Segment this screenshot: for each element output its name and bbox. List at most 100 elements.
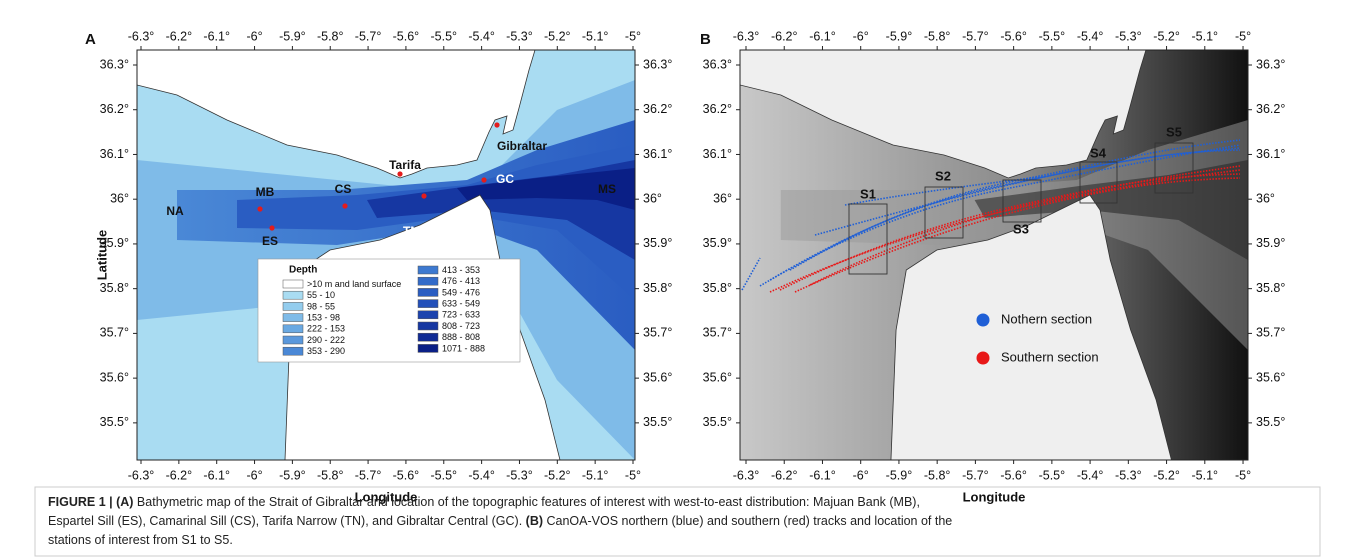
legend-swatch (417, 276, 439, 286)
legend-label: >10 m and land surface (307, 279, 401, 289)
place-label: MS (598, 182, 616, 196)
y-tick-label: 36.1° (100, 147, 129, 161)
x-tick-label: -6.1° (809, 468, 836, 482)
y-tick-label: 35.7° (643, 326, 672, 340)
legend-label: 153 - 98 (307, 312, 340, 322)
place-marker (421, 193, 427, 199)
x-tick-label: -5.4° (1077, 468, 1104, 482)
x-tick-label: -6° (853, 468, 869, 482)
x-tick-label: -5° (1235, 468, 1251, 482)
x-tick-label: -5° (625, 29, 641, 43)
x-tick-label: -5.9° (279, 468, 306, 482)
x-tick-label: -6.3° (733, 29, 760, 43)
x-tick-label: -5.5° (430, 29, 457, 43)
caption-box (34, 486, 1321, 557)
x-tick-label: -5.7° (962, 468, 989, 482)
legend-swatch (282, 313, 304, 322)
place-label: Tarifa (389, 158, 421, 172)
y-tick-label: 35.6° (703, 370, 732, 384)
y-tick-label: 35.7° (100, 326, 129, 340)
station-label: S4 (1090, 145, 1107, 160)
y-tick-label: 35.6° (643, 370, 672, 384)
caption-text: CanOA-VOS northern (blue) and southern (… (543, 514, 952, 528)
legend-swatch (417, 299, 439, 308)
x-tick-label: -5.1° (1192, 29, 1219, 43)
y-tick-label: 35.8° (100, 281, 129, 295)
x-tick-label: -6° (853, 29, 869, 43)
y-tick-label: 36.3° (703, 57, 732, 71)
y-tick-label: 35.8° (643, 281, 672, 295)
y-tick-label: 35.5° (1256, 415, 1285, 429)
place-label: CS (335, 182, 352, 196)
legend-swatch (417, 344, 439, 353)
legend-label: 290 - 222 (307, 335, 345, 345)
x-tick-label: -6° (246, 468, 262, 482)
x-tick-label: -5.8° (317, 29, 344, 43)
legend-swatch (417, 321, 439, 331)
x-tick-label: -5° (1235, 29, 1251, 43)
legend-label: 55 - 10 (307, 290, 335, 300)
legend-title: Depth (289, 265, 317, 276)
y-tick-label: 35.7° (1256, 326, 1285, 340)
y-tick-label: 35.9° (100, 236, 129, 250)
y-tick-label: 36° (1256, 191, 1275, 205)
legend-label: Nothern section (1001, 311, 1092, 326)
x-tick-label: -5.2° (544, 29, 571, 43)
y-tick-label: 36.1° (643, 147, 672, 161)
legend-label: 222 - 153 (307, 324, 345, 334)
x-tick-label: -5.3° (506, 468, 533, 482)
legend-swatch (282, 302, 304, 311)
y-tick-label: 36.2° (1256, 102, 1285, 116)
place-label: NA (166, 204, 184, 218)
y-tick-label: 36.3° (100, 57, 129, 71)
y-tick-label: 35.8° (703, 281, 732, 295)
place-marker (481, 177, 487, 183)
y-tick-label: 35.7° (703, 326, 732, 340)
legend-label: 723 - 633 (442, 310, 480, 320)
legend-swatch (417, 265, 439, 275)
x-tick-label: -5.6° (393, 29, 420, 43)
x-tick-label: -5.5° (1039, 29, 1066, 43)
station-label: S1 (860, 186, 876, 201)
x-tick-label: -5.3° (506, 29, 533, 43)
legend-swatch (417, 288, 439, 297)
legend-label: Southern section (1001, 349, 1099, 364)
y-tick-label: 36.3° (1256, 57, 1285, 71)
place-marker (397, 171, 403, 177)
legend-swatch (282, 290, 304, 300)
place-label: TN (403, 224, 419, 238)
x-tick-label: -5.1° (582, 29, 609, 43)
x-tick-label: -6.2° (166, 29, 193, 43)
place-marker (342, 203, 348, 209)
caption-line: stations of interest from S1 to S5. (48, 533, 233, 547)
x-axis-title: Longitude (963, 489, 1026, 504)
caption-text: stations of interest from S1 to S5. (48, 533, 233, 547)
x-tick-label: -5.6° (1000, 29, 1027, 43)
station-boxes (848, 142, 1194, 275)
x-tick-label: -5.8° (924, 29, 951, 43)
x-tick-label: -5.4° (1077, 29, 1104, 43)
x-tick-label: -5.2° (1153, 29, 1180, 43)
legend-swatch (282, 279, 304, 289)
y-tick-label: 35.5° (643, 415, 672, 429)
x-tick-label: -6.3° (128, 468, 155, 482)
place-label: GC (496, 172, 514, 186)
x-tick-label: -6.3° (733, 468, 760, 482)
legend-label: 888 - 808 (442, 332, 480, 342)
caption-line: Espartel Sill (ES), Camarinal Sill (CS),… (48, 514, 952, 528)
place-marker (494, 122, 500, 128)
x-tick-label: -6.3° (128, 29, 155, 43)
legend-swatch (282, 335, 304, 345)
y-tick-label: 36° (643, 191, 662, 205)
y-tick-label: 35.9° (1256, 236, 1285, 250)
bathymetry-map (137, 50, 635, 460)
x-tick-label: -6.1° (203, 29, 230, 43)
legend-label: 1071 - 888 (442, 343, 485, 353)
grayscale-map (740, 50, 1248, 460)
x-tick-label: -5.4° (468, 29, 495, 43)
legend-label: 413 - 353 (442, 265, 480, 275)
x-tick-label: -5.7° (355, 468, 382, 482)
y-tick-label: 35.5° (100, 415, 129, 429)
x-tick-label: -5.7° (355, 29, 382, 43)
